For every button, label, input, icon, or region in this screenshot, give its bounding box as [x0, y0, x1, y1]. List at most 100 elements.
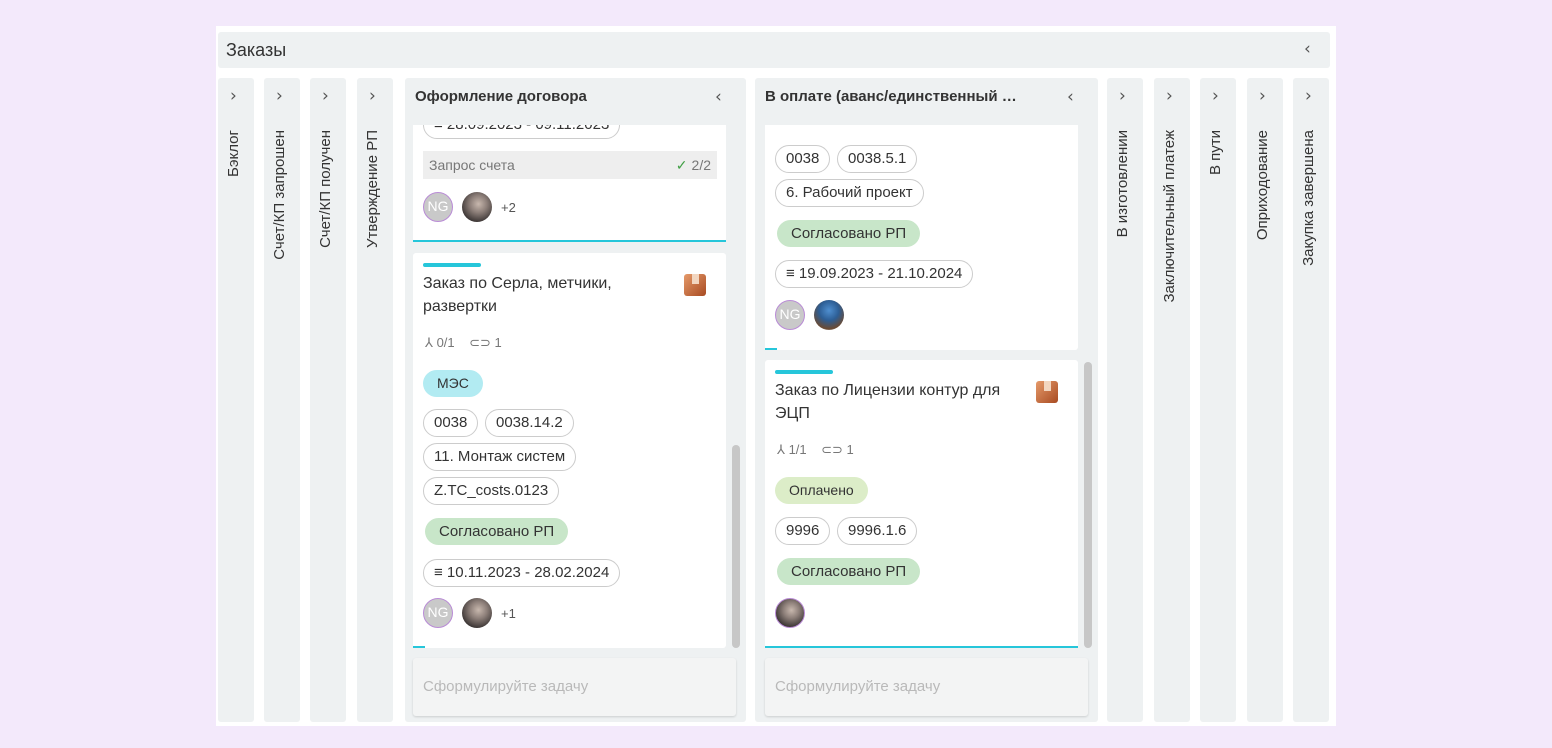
avatar[interactable]: NG [423, 598, 453, 628]
chevron-left-icon[interactable]: ‹ [1304, 39, 1311, 59]
column-title: Оприходование [1254, 130, 1271, 241]
chip[interactable]: 6. Рабочий проект [775, 179, 924, 207]
column-collapsed[interactable]: › Закупка завершена [1293, 78, 1329, 722]
column-collapsed[interactable]: › Оприходование [1247, 78, 1283, 722]
avatar[interactable]: NG [775, 300, 805, 330]
column-title: В пути [1207, 130, 1224, 176]
board-header: Заказы ‹ [218, 32, 1330, 68]
avatar[interactable] [462, 598, 492, 628]
column-title: Заключительный платеж [1161, 130, 1178, 303]
chevron-right-icon[interactable]: › [276, 86, 283, 106]
status-tag[interactable]: Согласовано РП [777, 558, 921, 585]
chip[interactable]: 9996.1.6 [837, 517, 918, 545]
avatar[interactable] [775, 598, 805, 628]
progress-bar [413, 646, 425, 648]
subtasks-count: 1/1 [788, 442, 807, 457]
card-title[interactable]: Заказ по Серла, метчики, развертки [423, 275, 612, 315]
package-icon [684, 274, 706, 296]
status-tag[interactable]: Согласовано РП [777, 220, 921, 247]
paperclip-icon: ⊂⊃ [469, 335, 495, 350]
chevron-right-icon[interactable]: › [1119, 86, 1126, 106]
date-text: 19.09.2023 - 21.10.2024 [798, 265, 963, 282]
chip[interactable]: 0038 [423, 409, 479, 437]
tag[interactable]: МЭС [423, 370, 483, 397]
scrollbar[interactable] [732, 445, 740, 648]
chevron-right-icon[interactable]: › [369, 86, 376, 106]
check-icon: ✓ [675, 157, 688, 173]
column-v-oplate: В оплате (аванс/единственный … ‹ 0038 00… [755, 78, 1098, 722]
checklist-item[interactable]: Запрос счета ✓ 2/2 [423, 151, 717, 179]
column-title: Счет/КП запрошен [271, 130, 288, 260]
task-card[interactable]: ≡ 28.09.2023 - 09.11.2023 Запрос счета✓2… [413, 125, 726, 242]
checklist-label: Запрос счета [429, 157, 515, 173]
progress-bar [765, 646, 1078, 648]
chevron-right-icon[interactable]: › [1212, 86, 1219, 106]
sort-icon: ≡ [434, 125, 447, 133]
paperclip-icon: ⊂⊃ [821, 442, 847, 457]
sort-icon: ≡ [434, 564, 447, 581]
checklist-count: 2/2 [691, 157, 711, 173]
chevron-right-icon[interactable]: › [230, 86, 237, 106]
task-card[interactable]: Заказ по Серла, метчики, развертки ⅄ 0/1… [413, 253, 726, 648]
column-collapsed[interactable]: › В пути [1200, 78, 1236, 722]
column-body: ≡ 28.09.2023 - 09.11.2023 Запрос счета✓2… [405, 125, 746, 649]
column-oformlenie: Оформление договора ‹ ≡ 28.09.2023 - 09.… [405, 78, 746, 722]
column-collapsed[interactable]: › Бэклог [218, 78, 254, 722]
more-assignees[interactable]: +1 [501, 606, 516, 621]
column-title: В оплате (аванс/единственный … [765, 88, 1017, 105]
column-title: Закупка завершена [1300, 130, 1317, 266]
progress-bar [413, 240, 726, 242]
chevron-right-icon[interactable]: › [1305, 86, 1312, 106]
chevron-left-icon[interactable]: ‹ [715, 87, 722, 107]
color-label [423, 263, 481, 267]
chip[interactable]: 9996 [775, 517, 831, 545]
subtasks-count: 0/1 [436, 335, 455, 350]
column-collapsed[interactable]: › Счет/КП получен [310, 78, 346, 722]
column-collapsed[interactable]: › В изготовлении [1107, 78, 1143, 722]
package-icon [1036, 381, 1058, 403]
new-task-input[interactable]: Сформулируйте задачу [413, 658, 736, 716]
tag[interactable]: Оплачено [775, 477, 868, 504]
avatar[interactable] [814, 300, 844, 330]
date-text: 10.11.2023 - 28.02.2024 [446, 564, 610, 581]
chip[interactable]: Z.TC_costs.0123 [423, 477, 560, 505]
card-title[interactable]: Заказ по Лицензии контур для ЭЦП [775, 382, 1001, 422]
subtasks-icon: ⅄ [777, 442, 789, 457]
color-label [775, 370, 833, 374]
column-collapsed[interactable]: › Заключительный платеж [1154, 78, 1190, 722]
column-title: Счет/КП получен [317, 130, 334, 248]
chip[interactable]: 0038.14.2 [485, 409, 574, 437]
task-card[interactable]: 0038 0038.5.1 6. Рабочий проект Согласов… [765, 125, 1078, 350]
subtasks-icon: ⅄ [425, 335, 437, 350]
chevron-left-icon[interactable]: ‹ [1067, 87, 1074, 107]
task-card[interactable]: Заказ по Лицензии контур для ЭЦП ⅄ 1/1 ⊂… [765, 360, 1078, 648]
column-collapsed[interactable]: › Счет/КП запрошен [264, 78, 300, 722]
scrollbar[interactable] [1084, 362, 1092, 648]
column-title: Бэклог [225, 130, 242, 177]
column-title: Утверждение РП [364, 130, 381, 248]
date-chip: ≡ 19.09.2023 - 21.10.2024 [775, 260, 974, 288]
chevron-right-icon[interactable]: › [1259, 86, 1266, 106]
attachments-count: 1 [494, 335, 502, 350]
progress-bar [765, 348, 777, 350]
chip[interactable]: 11. Монтаж систем [423, 443, 577, 471]
date-chip: ≡ 10.11.2023 - 28.02.2024 [423, 559, 621, 587]
chip[interactable]: 0038.5.1 [837, 145, 918, 173]
column-collapsed[interactable]: › Утверждение РП [357, 78, 393, 722]
chip[interactable]: 0038 [775, 145, 831, 173]
avatar[interactable] [462, 192, 492, 222]
date-chip: ≡ 28.09.2023 - 09.11.2023 [423, 125, 621, 139]
sort-icon: ≡ [786, 265, 799, 282]
chevron-right-icon[interactable]: › [322, 86, 329, 106]
date-text: 28.09.2023 - 09.11.2023 [447, 125, 609, 133]
new-task-input[interactable]: Сформулируйте задачу [765, 658, 1088, 716]
column-title: Оформление договора [415, 88, 587, 105]
column-title: В изготовлении [1114, 130, 1131, 238]
board-title: Заказы [226, 40, 287, 60]
column-body: 0038 0038.5.1 6. Рабочий проект Согласов… [755, 125, 1098, 649]
more-assignees[interactable]: +2 [501, 200, 516, 215]
chevron-right-icon[interactable]: › [1166, 86, 1173, 106]
attachments-count: 1 [846, 442, 854, 457]
status-tag[interactable]: Согласовано РП [425, 518, 569, 545]
avatar[interactable]: NG [423, 192, 453, 222]
